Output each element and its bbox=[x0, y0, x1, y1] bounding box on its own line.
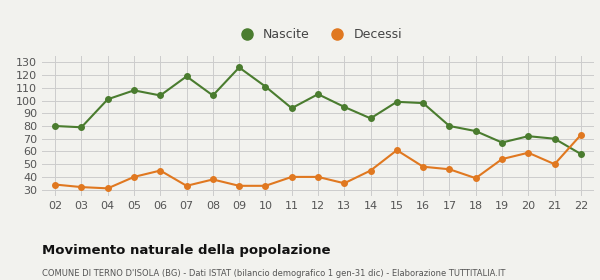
Decessi bbox=[104, 187, 112, 190]
Nascite bbox=[551, 137, 558, 140]
Nascite bbox=[262, 85, 269, 88]
Nascite bbox=[393, 100, 400, 104]
Nascite bbox=[419, 101, 427, 105]
Nascite bbox=[52, 124, 59, 128]
Nascite bbox=[104, 98, 112, 101]
Decessi bbox=[367, 169, 374, 172]
Decessi bbox=[393, 148, 400, 152]
Nascite bbox=[341, 105, 348, 109]
Decessi bbox=[183, 184, 190, 188]
Nascite bbox=[130, 89, 137, 92]
Decessi bbox=[341, 182, 348, 185]
Nascite bbox=[288, 106, 295, 110]
Decessi bbox=[499, 157, 506, 161]
Line: Nascite: Nascite bbox=[52, 65, 584, 157]
Text: COMUNE DI TERNO D'ISOLA (BG) - Dati ISTAT (bilancio demografico 1 gen-31 dic) - : COMUNE DI TERNO D'ISOLA (BG) - Dati ISTA… bbox=[42, 269, 505, 278]
Nascite bbox=[78, 126, 85, 129]
Nascite bbox=[472, 129, 479, 133]
Decessi bbox=[314, 175, 322, 179]
Decessi bbox=[446, 168, 453, 171]
Nascite bbox=[157, 94, 164, 97]
Decessi bbox=[130, 175, 137, 179]
Text: Movimento naturale della popolazione: Movimento naturale della popolazione bbox=[42, 244, 331, 256]
Nascite bbox=[499, 141, 506, 144]
Nascite bbox=[367, 117, 374, 120]
Nascite bbox=[446, 124, 453, 128]
Nascite bbox=[314, 92, 322, 96]
Decessi bbox=[524, 151, 532, 154]
Nascite bbox=[236, 66, 243, 69]
Decessi bbox=[288, 175, 295, 179]
Legend: Nascite, Decessi: Nascite, Decessi bbox=[229, 23, 407, 46]
Decessi bbox=[157, 169, 164, 172]
Decessi bbox=[472, 176, 479, 180]
Decessi bbox=[262, 184, 269, 188]
Decessi bbox=[78, 185, 85, 189]
Decessi bbox=[551, 162, 558, 166]
Decessi bbox=[209, 178, 217, 181]
Nascite bbox=[577, 152, 584, 156]
Decessi bbox=[236, 184, 243, 188]
Decessi bbox=[52, 183, 59, 186]
Line: Decessi: Decessi bbox=[52, 132, 584, 191]
Nascite bbox=[209, 94, 217, 97]
Nascite bbox=[183, 75, 190, 78]
Nascite bbox=[524, 134, 532, 138]
Decessi bbox=[577, 133, 584, 137]
Decessi bbox=[419, 165, 427, 168]
